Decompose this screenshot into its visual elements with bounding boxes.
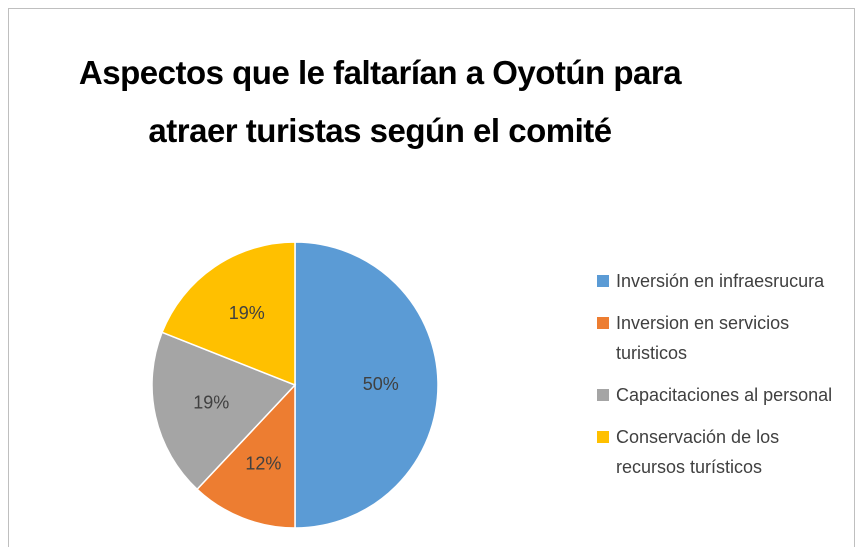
chart-title: Aspectos que le faltarían a Oyotún para … (78, 54, 682, 149)
legend-item: Conservación de los recursos turísticos (597, 422, 851, 482)
pie-slice (196, 383, 296, 529)
legend-swatch (597, 389, 609, 401)
data-label: 19% (193, 392, 229, 412)
legend-item: Capacitaciones al personal (597, 380, 851, 410)
legend-item: Inversion en servicios turisticos (597, 308, 851, 368)
data-label: 50% (363, 374, 399, 394)
legend-swatch (597, 317, 609, 329)
legend-swatch (597, 275, 609, 287)
pie-slice (161, 241, 296, 387)
pie-slice (294, 241, 439, 529)
legend: Inversión en infraesrucura Inversion en s… (597, 266, 847, 494)
legend-label: Capacitaciones al personal (616, 385, 833, 405)
legend-swatch (597, 431, 609, 443)
chart-frame (8, 8, 855, 547)
legend-item: Inversión en infraesrucura (597, 266, 851, 296)
data-label: 19% (229, 303, 265, 323)
data-label: 12% (245, 454, 281, 474)
legend-label: Inversion en servicios turisticos (616, 313, 790, 363)
legend-label: Conservación de los recursos turísticos (616, 427, 780, 477)
legend-label: Inversión en infraesrucura (616, 271, 825, 291)
